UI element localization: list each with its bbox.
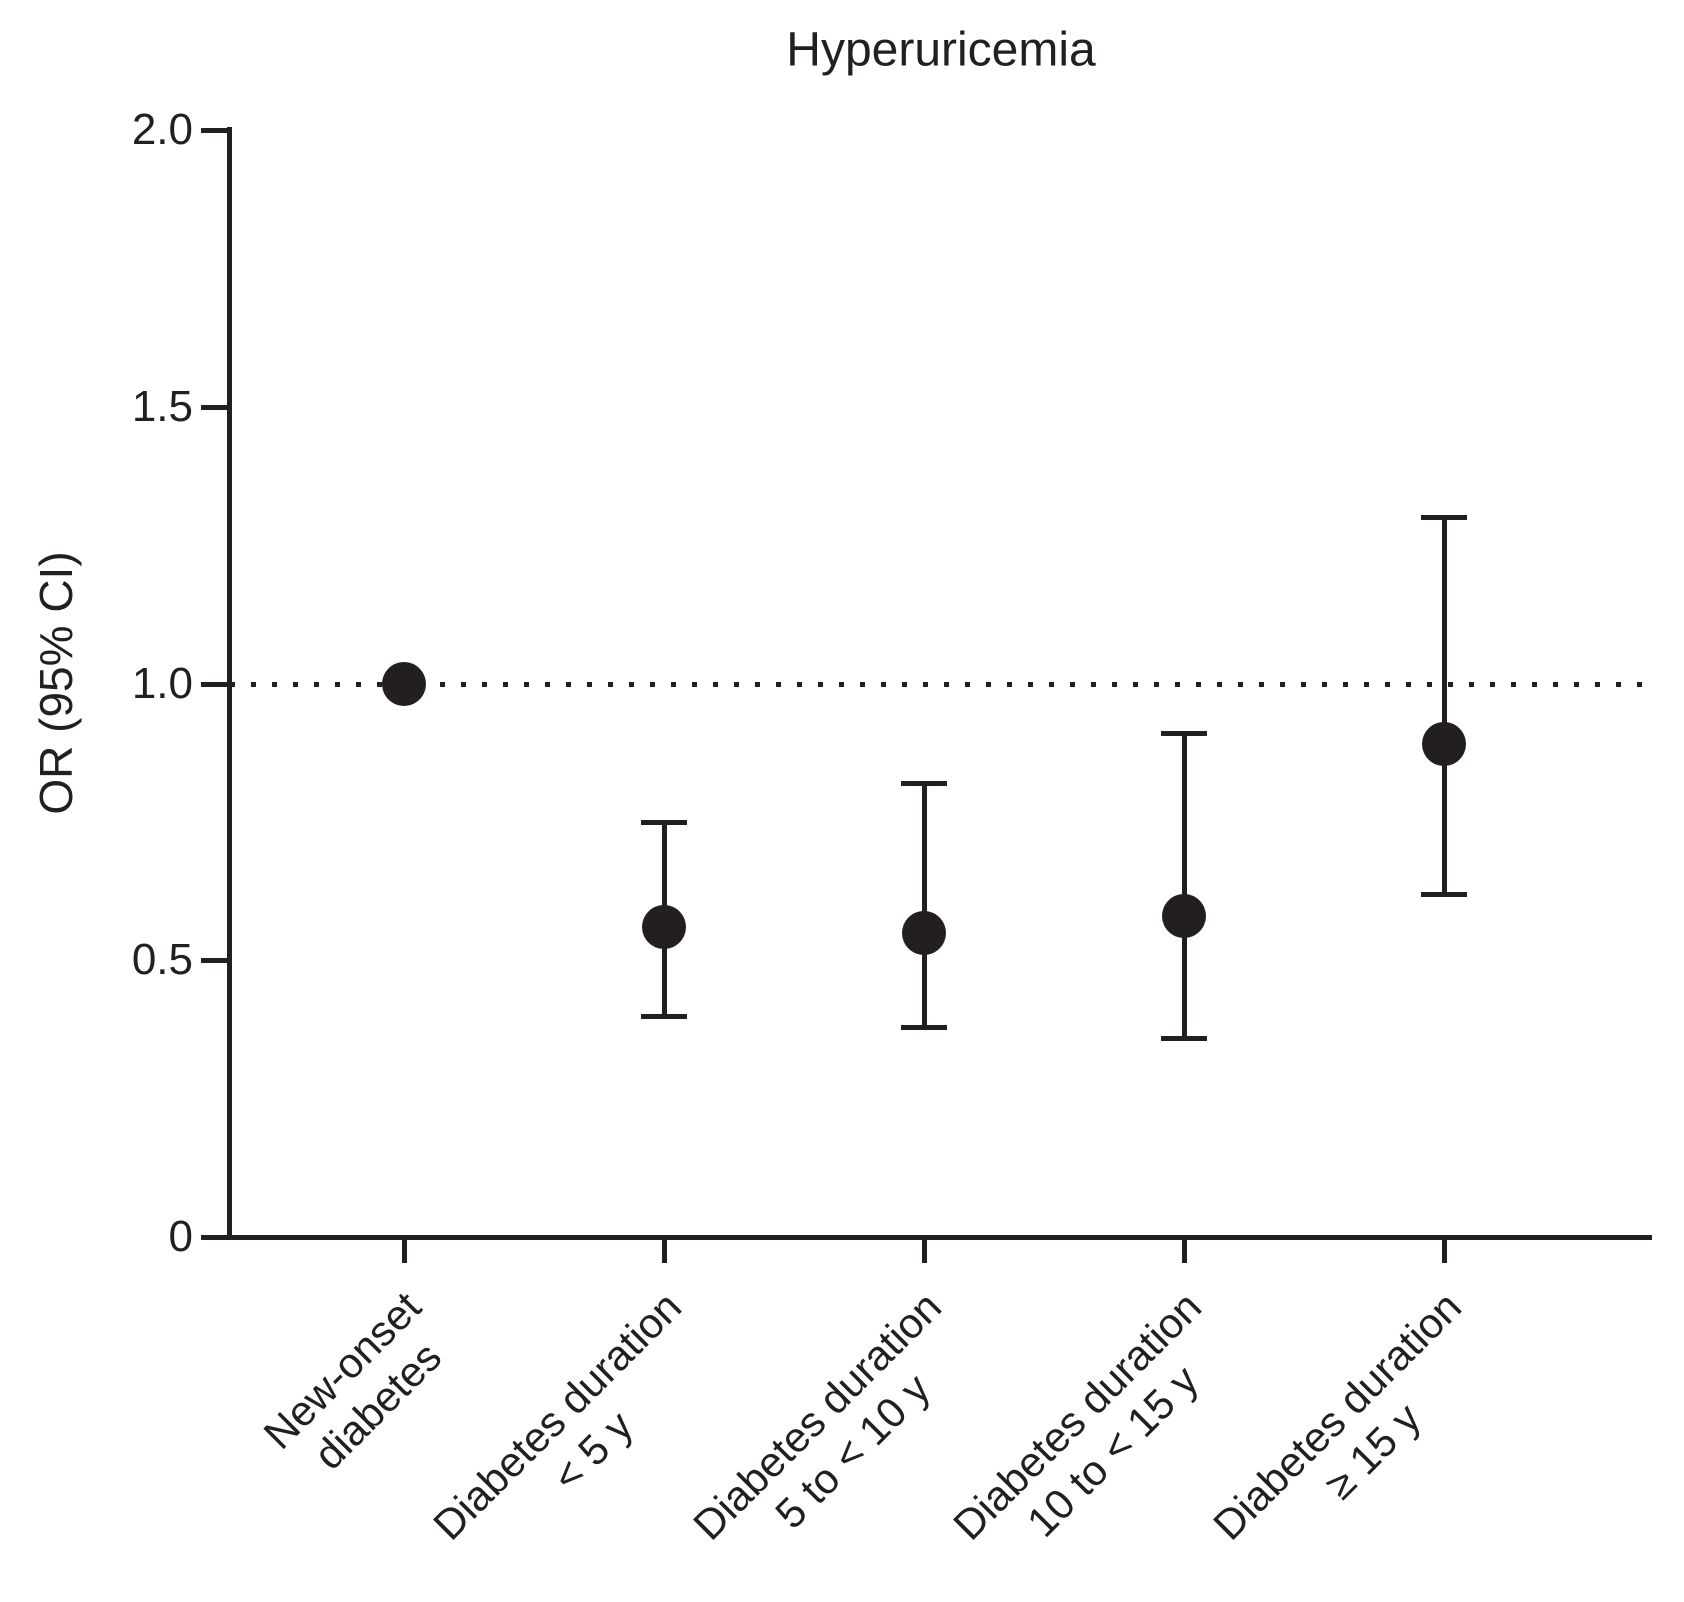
x-tick bbox=[402, 1237, 407, 1263]
y-tick bbox=[201, 128, 227, 133]
x-tick bbox=[1182, 1237, 1187, 1263]
x-tick-label: Diabetes duration 10 to < 15 y bbox=[943, 1282, 1247, 1586]
y-tick bbox=[201, 958, 227, 964]
y-tick-label: 1.0 bbox=[131, 658, 193, 708]
data-point-marker bbox=[382, 661, 426, 706]
errorbar-cap-top bbox=[901, 781, 947, 787]
errorbar-cap-top bbox=[1161, 731, 1207, 737]
errorbar-cap-bottom bbox=[641, 1013, 687, 1019]
x-tick-label: Diabetes duration 5 to < 10 y bbox=[683, 1282, 987, 1586]
errorbar-cap-top bbox=[641, 819, 687, 825]
data-point-marker bbox=[1422, 722, 1466, 767]
reference-line bbox=[230, 681, 1652, 687]
x-axis-line bbox=[207, 1235, 1652, 1240]
data-point-marker bbox=[902, 910, 946, 955]
x-tick-label: New-onset diabetes bbox=[254, 1282, 467, 1495]
errorbar-line bbox=[1442, 517, 1447, 894]
data-point-marker bbox=[1162, 893, 1206, 938]
x-tick bbox=[922, 1237, 927, 1263]
y-tick-label: 0 bbox=[168, 1212, 193, 1261]
y-tick bbox=[201, 1235, 227, 1240]
data-point-marker bbox=[642, 905, 686, 950]
x-tick bbox=[1442, 1237, 1447, 1263]
y-tick-label: 0.5 bbox=[131, 935, 193, 985]
x-tick bbox=[662, 1237, 667, 1263]
x-tick-label: Diabetes duration < 5 y bbox=[423, 1282, 727, 1586]
errorbar-line bbox=[1182, 733, 1187, 1038]
y-tick bbox=[201, 404, 227, 410]
errorbar-cap-bottom bbox=[1161, 1035, 1207, 1041]
y-tick-label: 2.0 bbox=[131, 105, 193, 154]
errorbar-cap-bottom bbox=[1421, 891, 1467, 897]
y-tick-label: 1.5 bbox=[131, 381, 193, 431]
errorbar-cap-top bbox=[1421, 515, 1467, 521]
errorbar-line bbox=[922, 783, 927, 1027]
y-tick bbox=[201, 681, 227, 687]
x-tick-label: Diabetes duration ≥ 15 y bbox=[1203, 1282, 1507, 1586]
chart-title: Hyperuricemia bbox=[786, 23, 1096, 77]
y-axis-line bbox=[227, 127, 232, 1240]
errorbar-cap-bottom bbox=[901, 1024, 947, 1030]
